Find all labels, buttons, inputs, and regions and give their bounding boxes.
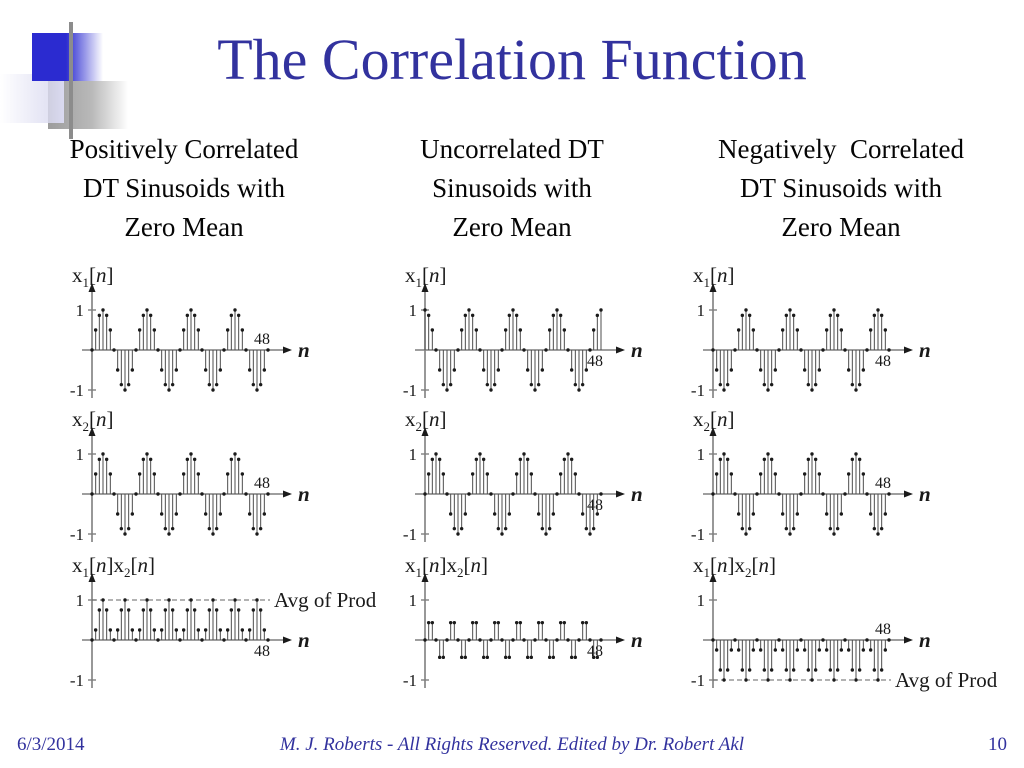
svg-text:n: n xyxy=(919,482,931,506)
footer-date: 6/3/2014 xyxy=(17,734,85,755)
svg-text:1: 1 xyxy=(76,301,85,320)
svg-text:48: 48 xyxy=(254,331,270,348)
avg-of-prod-label: Avg of Prod xyxy=(274,588,377,612)
svg-text:1: 1 xyxy=(76,445,85,464)
svg-text:n: n xyxy=(298,338,310,362)
svg-text:n: n xyxy=(298,628,310,652)
svg-text:-1: -1 xyxy=(691,525,705,544)
svg-text:n: n xyxy=(298,482,310,506)
plot-ylabel: x1[n]x2[n] xyxy=(693,553,776,580)
decoration-vertical-line xyxy=(69,22,73,139)
plot-negative-x1: 1 -1 48 n x1[n] xyxy=(691,263,931,400)
svg-text:-1: -1 xyxy=(70,525,84,544)
stems xyxy=(711,308,891,392)
stems xyxy=(423,620,603,660)
svg-text:-1: -1 xyxy=(403,381,417,400)
column-heading-uncorrelated: Uncorrelated DT Sinusoids with Zero Mean xyxy=(362,130,662,247)
plot-ylabel: x1[n]x2[n] xyxy=(72,553,155,580)
plot-ylabel: x2[n] xyxy=(405,407,447,434)
svg-text:1: 1 xyxy=(697,445,706,464)
axis-labels: 1 -1 48 n xyxy=(691,445,931,544)
plot-positive-product: 1 -1 48 n x1[n]x2[n] Avg of Prod xyxy=(70,553,377,690)
stems xyxy=(90,452,270,536)
svg-text:-1: -1 xyxy=(691,381,705,400)
svg-text:-1: -1 xyxy=(70,381,84,400)
plot-ylabel: x1[n] xyxy=(405,263,447,290)
axis-labels: 1 -1 48 n xyxy=(70,301,310,400)
plot-ylabel: x2[n] xyxy=(693,407,735,434)
column-heading-positive: Positively Correlated DT Sinusoids with … xyxy=(34,130,334,247)
axis-labels: 1 -1 48 n xyxy=(691,301,931,400)
heading-line: Zero Mean xyxy=(124,212,244,242)
svg-text:n: n xyxy=(631,482,643,506)
footer-credit: M. J. Roberts - All Rights Reserved. Edi… xyxy=(279,734,745,755)
plot-uncorrelated-x2: 1 -1 48 n x2[n] xyxy=(403,407,643,544)
svg-text:48: 48 xyxy=(587,643,603,660)
stems xyxy=(423,452,603,536)
svg-text:48: 48 xyxy=(587,353,603,370)
heading-line: Zero Mean xyxy=(452,212,572,242)
svg-text:1: 1 xyxy=(697,591,706,610)
stems xyxy=(711,638,891,682)
stems xyxy=(90,308,270,392)
heading-line: Zero Mean xyxy=(781,212,901,242)
plot-negative-product: 1 -1 48 n x1[n]x2[n] Avg of Prod xyxy=(691,553,998,692)
svg-text:n: n xyxy=(631,628,643,652)
heading-line: Uncorrelated DT xyxy=(420,134,604,164)
svg-text:-1: -1 xyxy=(691,671,705,690)
axis-labels: 1 -1 48 n xyxy=(70,445,310,544)
avg-of-prod-label: Avg of Prod xyxy=(895,668,998,692)
plot-positive-x2: 1 -1 48 n x2[n] xyxy=(70,407,310,544)
footer-page-number: 10 xyxy=(988,734,1007,755)
svg-text:1: 1 xyxy=(409,591,418,610)
heading-line: Negatively Correlated xyxy=(718,134,964,164)
stems xyxy=(90,598,270,642)
plot-ylabel: x1[n] xyxy=(693,263,735,290)
svg-text:48: 48 xyxy=(587,497,603,514)
axis-labels: 1 -1 48 n xyxy=(403,445,643,544)
axis-labels: 1 -1 48 n xyxy=(691,591,931,690)
svg-text:-1: -1 xyxy=(70,671,84,690)
svg-text:48: 48 xyxy=(875,475,891,492)
svg-text:-1: -1 xyxy=(403,671,417,690)
svg-text:n: n xyxy=(631,338,643,362)
svg-text:48: 48 xyxy=(875,353,891,370)
svg-text:1: 1 xyxy=(697,301,706,320)
svg-text:1: 1 xyxy=(409,445,418,464)
stems xyxy=(423,308,603,392)
heading-line: Positively Correlated xyxy=(69,134,299,164)
plot-ylabel: x2[n] xyxy=(72,407,114,434)
axis-labels: 1 -1 48 n xyxy=(403,591,643,690)
decoration-blue-square xyxy=(32,33,103,81)
plot-ylabel: x1[n] xyxy=(72,263,114,290)
svg-text:-1: -1 xyxy=(403,525,417,544)
column-heading-negative: Negatively Correlated DT Sinusoids with … xyxy=(680,130,1002,247)
svg-text:n: n xyxy=(919,628,931,652)
plot-ylabel: x1[n]x2[n] xyxy=(405,553,488,580)
stems xyxy=(711,452,891,536)
plot-negative-x2: 1 -1 48 n x2[n] xyxy=(691,407,931,544)
decoration-lavender-square xyxy=(0,74,64,123)
svg-text:1: 1 xyxy=(76,591,85,610)
heading-line: Sinusoids with xyxy=(432,173,592,203)
plot-positive-x1: 1 -1 48 n x1[n] xyxy=(70,263,310,400)
axis-labels: 1 -1 48 n xyxy=(70,591,310,690)
svg-text:48: 48 xyxy=(254,475,270,492)
heading-line: DT Sinusoids with xyxy=(82,173,286,203)
plot-uncorrelated-product: 1 -1 48 n x1[n]x2[n] xyxy=(403,553,643,690)
svg-text:n: n xyxy=(919,338,931,362)
axis-labels: 1 -1 48 n xyxy=(403,301,643,400)
plot-uncorrelated-x1: 1 -1 48 n x1[n] xyxy=(403,263,643,400)
svg-text:48: 48 xyxy=(875,621,891,638)
svg-text:48: 48 xyxy=(254,643,270,660)
svg-text:1: 1 xyxy=(409,301,418,320)
heading-line: DT Sinusoids with xyxy=(739,173,943,203)
slide-title: The Correlation Function xyxy=(217,27,807,92)
